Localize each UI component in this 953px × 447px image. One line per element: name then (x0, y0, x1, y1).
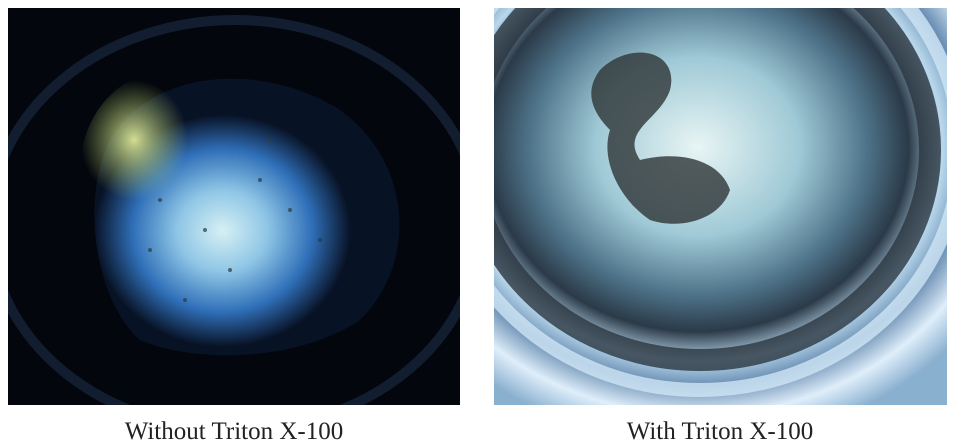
caption: Without Triton X-100 (125, 418, 343, 445)
left-photo (8, 8, 460, 405)
right-photo (494, 8, 947, 405)
caption: With Triton X-100 (627, 418, 814, 445)
